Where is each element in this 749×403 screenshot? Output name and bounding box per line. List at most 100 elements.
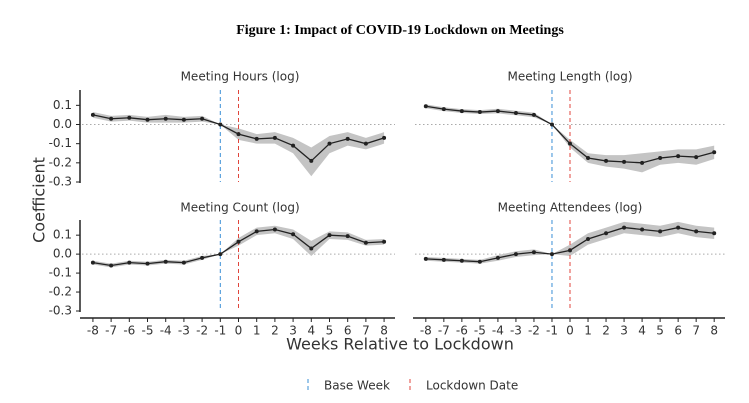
x-tick-label: 4 bbox=[638, 324, 646, 338]
data-point bbox=[109, 263, 114, 268]
data-point bbox=[127, 115, 132, 120]
x-tick-label: -6 bbox=[123, 324, 135, 338]
data-point bbox=[640, 227, 645, 232]
data-point bbox=[382, 135, 387, 140]
data-point bbox=[676, 225, 681, 230]
x-tick-label: 6 bbox=[674, 324, 682, 338]
data-point bbox=[327, 141, 332, 146]
x-tick-label: 5 bbox=[326, 324, 334, 338]
data-point bbox=[477, 259, 482, 264]
data-point bbox=[218, 252, 223, 257]
x-tick-label: -8 bbox=[87, 324, 99, 338]
y-tick-label: -0.2 bbox=[49, 285, 72, 299]
y-tick-label: -0.3 bbox=[49, 175, 72, 189]
data-point bbox=[272, 135, 277, 140]
panel-title: Meeting Attendees (log) bbox=[498, 201, 643, 215]
data-point bbox=[327, 233, 332, 238]
x-tick-label: 5 bbox=[656, 324, 664, 338]
data-point bbox=[145, 117, 150, 122]
data-point bbox=[291, 143, 296, 148]
data-point bbox=[309, 158, 314, 163]
data-point bbox=[513, 111, 518, 115]
data-point bbox=[236, 239, 241, 244]
data-point bbox=[163, 259, 168, 264]
data-point bbox=[236, 132, 241, 137]
x-tick-label: 3 bbox=[620, 324, 628, 338]
data-point bbox=[531, 112, 536, 117]
x-tick-label: -6 bbox=[456, 324, 468, 338]
data-point bbox=[495, 255, 500, 260]
data-point bbox=[694, 155, 699, 160]
data-point bbox=[90, 260, 95, 265]
x-tick-label: 2 bbox=[271, 324, 279, 338]
data-point bbox=[549, 252, 554, 257]
data-point bbox=[90, 112, 95, 117]
x-tick-label: -4 bbox=[160, 324, 172, 338]
data-point bbox=[459, 109, 464, 114]
y-tick-label: 0.1 bbox=[53, 228, 72, 242]
data-point bbox=[145, 261, 150, 266]
y-tick-label: -0.3 bbox=[49, 304, 72, 318]
data-point bbox=[694, 229, 699, 234]
x-tick-label: -7 bbox=[438, 324, 450, 338]
data-point bbox=[127, 260, 132, 265]
confidence-band bbox=[425, 104, 715, 173]
data-point bbox=[441, 257, 446, 262]
data-point bbox=[254, 229, 259, 234]
data-point bbox=[423, 256, 428, 261]
data-point bbox=[254, 136, 259, 141]
data-point bbox=[291, 232, 296, 237]
x-tick-label: 8 bbox=[380, 324, 388, 338]
data-point bbox=[200, 116, 205, 121]
data-point bbox=[363, 141, 368, 146]
x-tick-label: -1 bbox=[214, 324, 226, 338]
x-tick-label: 7 bbox=[362, 324, 370, 338]
x-tick-label: -3 bbox=[510, 324, 522, 338]
data-point bbox=[622, 159, 627, 164]
confidence-band bbox=[92, 225, 385, 268]
x-tick-label: 0 bbox=[235, 324, 243, 338]
data-point bbox=[218, 122, 223, 127]
x-tick-label: 0 bbox=[566, 324, 574, 338]
y-tick-label: -0.1 bbox=[49, 266, 72, 280]
x-tick-label: -2 bbox=[196, 324, 208, 338]
x-tick-label: 1 bbox=[584, 324, 592, 338]
confidence-band bbox=[425, 221, 715, 264]
y-tick-label: -0.2 bbox=[49, 155, 72, 169]
data-point bbox=[272, 227, 277, 232]
x-tick-label: 8 bbox=[710, 324, 718, 338]
x-tick-label: 3 bbox=[289, 324, 297, 338]
x-tick-label: 1 bbox=[253, 324, 261, 338]
x-tick-label: 2 bbox=[602, 324, 610, 338]
data-point bbox=[658, 229, 663, 234]
data-point bbox=[586, 236, 591, 241]
data-point bbox=[586, 156, 591, 161]
x-tick-label: 7 bbox=[692, 324, 700, 338]
data-point bbox=[459, 258, 464, 263]
y-tick-label: 0.1 bbox=[53, 98, 72, 112]
data-point bbox=[676, 154, 681, 159]
data-point bbox=[181, 260, 186, 265]
panel-title: Meeting Length (log) bbox=[507, 70, 632, 84]
x-tick-label: 6 bbox=[344, 324, 352, 338]
data-point bbox=[568, 141, 572, 146]
panel-title: Meeting Hours (log) bbox=[181, 70, 300, 84]
x-axis-label: Weeks Relative to Lockdown bbox=[286, 335, 514, 354]
data-point bbox=[345, 234, 350, 239]
data-point bbox=[604, 158, 609, 163]
legend-label: Base Week bbox=[324, 379, 390, 393]
data-point bbox=[604, 231, 609, 236]
data-point bbox=[345, 136, 350, 141]
x-tick-label: -5 bbox=[142, 324, 154, 338]
x-tick-label: -3 bbox=[178, 324, 190, 338]
data-point bbox=[549, 122, 554, 127]
y-tick-label: -0.1 bbox=[49, 136, 72, 150]
data-point bbox=[181, 117, 186, 122]
x-tick-label: -8 bbox=[420, 324, 432, 338]
y-tick-label: 0.0 bbox=[53, 247, 72, 261]
data-point bbox=[640, 160, 645, 165]
x-tick-label: -5 bbox=[474, 324, 486, 338]
x-tick-label: -7 bbox=[105, 324, 117, 338]
legend-label: Lockdown Date bbox=[426, 379, 518, 393]
